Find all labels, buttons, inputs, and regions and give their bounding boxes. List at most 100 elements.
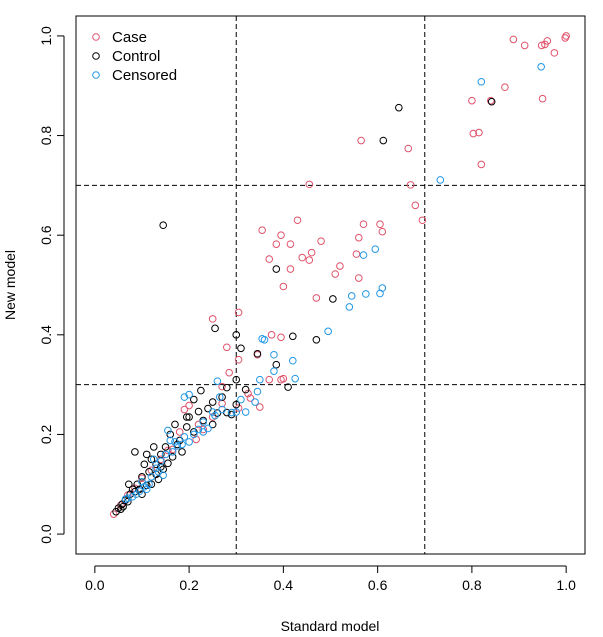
- censored-point: [477, 77, 486, 86]
- censored-point: [347, 292, 356, 300]
- case-point: [411, 201, 420, 210]
- censored-point: [227, 408, 236, 417]
- censored-point: [256, 375, 264, 384]
- control-point: [178, 448, 186, 456]
- y-tick-label: 0.8: [38, 126, 54, 146]
- case-point: [208, 315, 217, 323]
- censored-point: [159, 471, 167, 480]
- case-point: [477, 160, 486, 169]
- control-point: [149, 443, 158, 451]
- censored-point: [211, 411, 219, 420]
- control-point: [116, 505, 125, 513]
- case-point: [538, 94, 547, 103]
- control-point: [218, 393, 226, 401]
- censored-point: [237, 395, 245, 404]
- control-point: [232, 331, 241, 339]
- control-point: [487, 97, 496, 106]
- legend-case-label: Case: [112, 29, 147, 46]
- case-point: [225, 368, 233, 377]
- x-tick-label: 0.6: [368, 577, 388, 593]
- case-point: [256, 403, 264, 411]
- legend-censored-label: Censored: [112, 67, 177, 84]
- censored-point: [185, 438, 193, 446]
- censored-point: [241, 408, 250, 416]
- control-point: [159, 221, 167, 230]
- control-point: [232, 375, 241, 384]
- legend: Case Control Censored: [92, 29, 177, 84]
- censored-point: [371, 245, 380, 253]
- case-point: [218, 382, 226, 391]
- censored-point: [215, 393, 224, 401]
- case-point: [307, 248, 316, 257]
- control-point: [329, 295, 337, 303]
- control-point: [284, 383, 292, 391]
- case-point: [246, 394, 255, 402]
- censored-point: [376, 289, 384, 298]
- case-point: [376, 220, 384, 229]
- y-tick-label: 0.0: [38, 524, 54, 544]
- case-point: [468, 96, 476, 105]
- control-point: [145, 468, 153, 476]
- control-point: [211, 324, 219, 333]
- case-point: [279, 374, 288, 383]
- case-point: [272, 240, 281, 248]
- case-point: [378, 227, 387, 236]
- censored-point: [145, 480, 153, 489]
- case-point: [109, 510, 118, 518]
- censored-point: [180, 433, 189, 441]
- censored-point: [121, 495, 130, 504]
- censored-point: [128, 492, 137, 501]
- censored-point: [260, 335, 269, 344]
- x-tick-label: 0.8: [462, 577, 482, 593]
- case-point: [550, 49, 559, 57]
- case-point: [279, 282, 288, 291]
- control-point: [147, 480, 156, 489]
- case-point: [192, 435, 200, 444]
- control-point: [241, 385, 250, 394]
- plot-frame: [75, 15, 586, 555]
- case-point: [185, 401, 193, 410]
- control-point: [204, 404, 212, 413]
- case-point: [258, 226, 266, 235]
- censored-point: [270, 350, 278, 359]
- case-point: [265, 255, 274, 263]
- control-point: [190, 395, 198, 404]
- censored-point: [138, 477, 146, 486]
- case-point: [223, 343, 231, 352]
- data-points: [109, 32, 570, 518]
- legend-case-symbol: [92, 33, 100, 41]
- control-point: [154, 475, 163, 484]
- x-tick-label: 0.0: [85, 577, 105, 593]
- control-point: [166, 430, 175, 439]
- censored-point: [194, 425, 203, 434]
- censored-point: [218, 405, 226, 414]
- censored-point: [185, 390, 193, 399]
- censored-point: [213, 377, 222, 385]
- censored-point: [149, 455, 158, 464]
- case-point: [359, 220, 368, 229]
- control-point: [142, 450, 151, 459]
- case-point: [561, 34, 570, 42]
- case-point: [286, 265, 295, 273]
- control-point: [157, 463, 165, 471]
- censored-point: [253, 387, 262, 396]
- case-point: [199, 425, 208, 434]
- case-point: [406, 181, 415, 189]
- control-point: [379, 136, 388, 145]
- case-point: [336, 262, 344, 270]
- censored-point: [166, 436, 175, 445]
- control-point: [232, 400, 241, 409]
- control-point: [223, 383, 231, 392]
- censored-point: [157, 457, 165, 466]
- legend-control-symbol: [92, 52, 100, 60]
- control-point: [182, 423, 191, 431]
- censored-point: [147, 472, 156, 481]
- case-point: [520, 41, 529, 50]
- control-point: [124, 480, 133, 489]
- censored-point: [190, 430, 198, 439]
- control-point: [395, 103, 403, 112]
- censored-point: [270, 367, 278, 375]
- case-point: [354, 274, 363, 282]
- case-point: [312, 294, 321, 302]
- control-point: [253, 349, 262, 358]
